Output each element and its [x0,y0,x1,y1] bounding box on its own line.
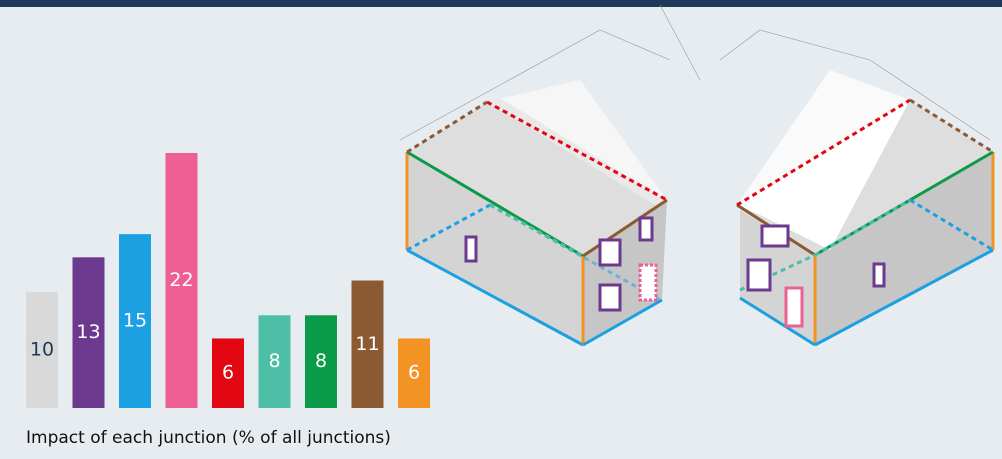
value-label: 13 [76,321,100,343]
chart-title: Impact of each junction (% of all juncti… [26,428,391,448]
bar [305,315,337,408]
house-right [719,29,995,347]
bar [72,257,105,408]
value-label: 8 [315,350,327,372]
house-left [399,4,701,347]
bar [212,338,244,408]
value-label: 11 [355,333,379,355]
bar [351,280,384,408]
value-label: 6 [222,362,234,384]
value-label: 8 [268,350,280,372]
value-label: 6 [408,362,420,384]
bar [26,292,58,408]
value-label: 10 [30,339,54,361]
value-label: 15 [123,310,147,332]
top-bar [0,0,1002,7]
bar [165,153,198,408]
bar [119,234,151,408]
bar [258,315,291,408]
bar [398,338,430,408]
value-label: 22 [169,269,193,291]
